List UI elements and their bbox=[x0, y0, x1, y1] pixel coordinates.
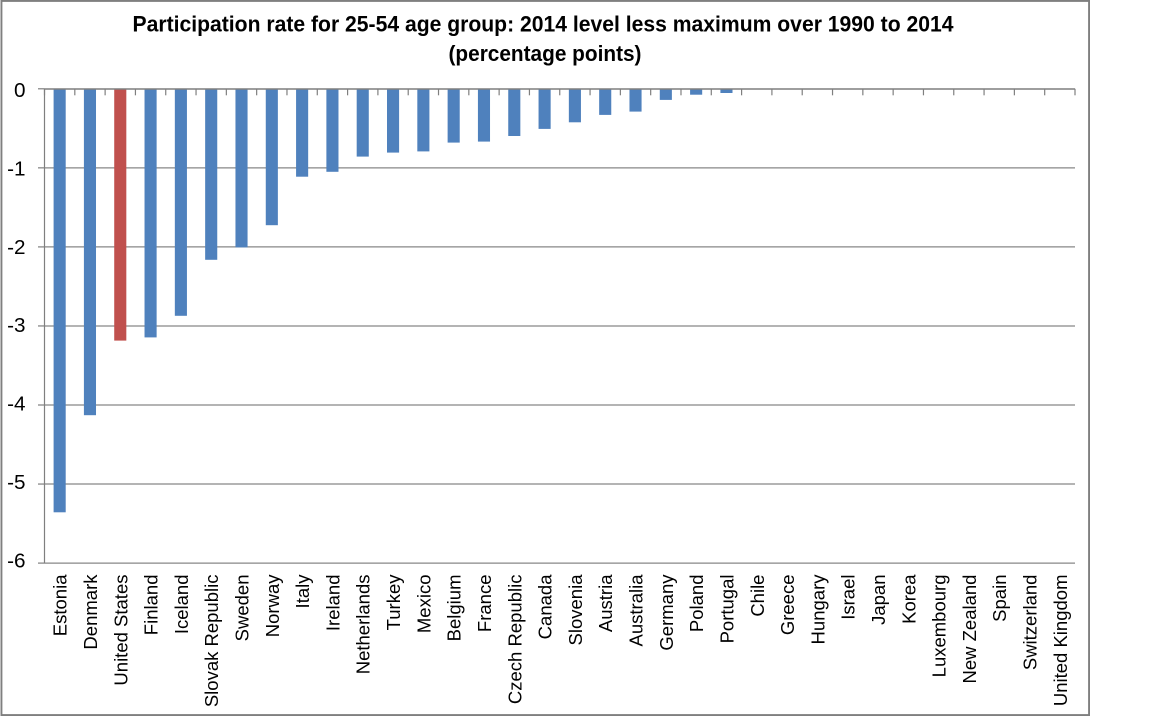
svg-text:Slovenia: Slovenia bbox=[565, 574, 586, 646]
svg-text:-3: -3 bbox=[7, 314, 25, 337]
svg-text:Greece: Greece bbox=[777, 575, 798, 636]
svg-text:-6: -6 bbox=[7, 549, 25, 572]
svg-text:Italy: Italy bbox=[292, 574, 313, 609]
svg-text:Estonia: Estonia bbox=[50, 574, 71, 636]
svg-text:Australia: Australia bbox=[626, 574, 647, 647]
svg-text:Korea: Korea bbox=[898, 574, 919, 624]
svg-text:-5: -5 bbox=[7, 471, 25, 494]
svg-text:Denmark: Denmark bbox=[80, 574, 101, 650]
svg-text:0: 0 bbox=[14, 79, 26, 102]
svg-text:United Kingdom: United Kingdom bbox=[1050, 575, 1071, 707]
svg-text:Austria: Austria bbox=[595, 574, 616, 632]
svg-text:Participation rate for 25-54 a: Participation rate for 25-54 age group: … bbox=[133, 11, 954, 36]
svg-text:Poland: Poland bbox=[686, 575, 707, 633]
svg-text:Spain: Spain bbox=[989, 575, 1010, 622]
svg-text:Japan: Japan bbox=[868, 575, 889, 625]
svg-text:Czech Republic: Czech Republic bbox=[504, 575, 525, 705]
svg-text:France: France bbox=[474, 575, 495, 633]
svg-text:Hungary: Hungary bbox=[807, 574, 828, 645]
svg-text:Iceland: Iceland bbox=[171, 575, 192, 635]
svg-text:Ireland: Ireland bbox=[322, 575, 343, 632]
svg-text:-2: -2 bbox=[7, 236, 25, 259]
svg-text:Slovak Republic: Slovak Republic bbox=[201, 575, 222, 708]
svg-text:Norway: Norway bbox=[262, 574, 283, 637]
svg-text:Switzerland: Switzerland bbox=[1020, 575, 1041, 671]
svg-text:Germany: Germany bbox=[656, 574, 677, 651]
svg-text:Finland: Finland bbox=[141, 575, 162, 636]
svg-text:Mexico: Mexico bbox=[413, 575, 434, 634]
svg-text:Netherlands: Netherlands bbox=[353, 575, 374, 675]
svg-text:Turkey: Turkey bbox=[383, 574, 404, 631]
svg-text:United States: United States bbox=[110, 575, 131, 686]
svg-text:Portugal: Portugal bbox=[716, 575, 737, 644]
svg-text:Israel: Israel bbox=[838, 575, 859, 620]
svg-text:(percentage points): (percentage points) bbox=[449, 41, 642, 66]
svg-text:Canada: Canada bbox=[535, 574, 556, 640]
svg-text:Luxembourg: Luxembourg bbox=[929, 575, 950, 678]
svg-text:Chile: Chile bbox=[747, 575, 768, 617]
svg-text:New Zealand: New Zealand bbox=[959, 574, 980, 683]
svg-text:-1: -1 bbox=[7, 157, 25, 180]
svg-text:Sweden: Sweden bbox=[232, 575, 253, 642]
svg-text:-4: -4 bbox=[7, 393, 25, 416]
svg-text:Belgium: Belgium bbox=[444, 575, 465, 642]
